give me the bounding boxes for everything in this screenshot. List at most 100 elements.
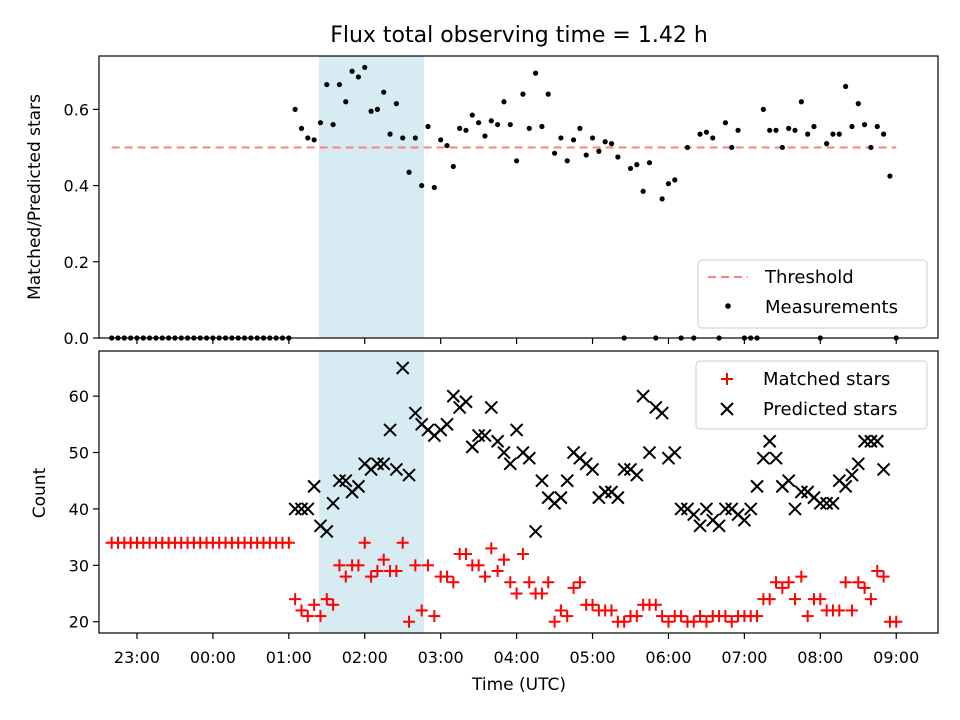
measurement-point [824, 141, 830, 147]
predicted-star-point [560, 474, 574, 488]
matched-star-point [694, 610, 707, 623]
matched-star-point [441, 570, 454, 583]
predicted-star-point [484, 400, 498, 415]
measurement-point [545, 91, 551, 97]
matched-star-point [605, 604, 618, 617]
measurement-point [729, 144, 735, 151]
measurement-point [482, 133, 488, 139]
bottom-y-tick-label: 40 [69, 500, 89, 519]
matched-star-point [858, 581, 871, 594]
measurement-point [292, 106, 298, 112]
matched-star-point [459, 548, 472, 561]
matched-star-point [504, 576, 517, 589]
matched-star-point [725, 615, 738, 628]
matched-star-point [845, 604, 858, 617]
matched-star-point [852, 576, 865, 589]
measurement-point [767, 127, 773, 133]
predicted-star-point [851, 457, 865, 471]
measurement-point [564, 158, 570, 164]
predicted-star-stroke-b [294, 502, 309, 516]
matched-star-point [814, 593, 827, 606]
measurement-point [836, 131, 842, 137]
predicted-star-point [826, 496, 840, 510]
predicted-star-stroke-b [522, 451, 536, 465]
matched-star-point [472, 559, 485, 572]
measurement-point [786, 125, 792, 132]
matched-star-point [630, 610, 643, 623]
measurement-point [324, 81, 330, 88]
predicted-star-stroke-b [377, 457, 391, 471]
matched-star-point [618, 615, 631, 628]
measurement-point [627, 165, 634, 172]
predicted-star-stroke-b [737, 513, 752, 527]
top-y-tick-label: 0.4 [64, 177, 89, 196]
predicted-star-stroke-b [320, 524, 334, 539]
measurement-point [570, 137, 577, 143]
x-tick-label: 02:00 [342, 648, 388, 667]
x-tick-label: 07:00 [721, 648, 767, 667]
predicted-star-point [535, 474, 549, 488]
measurement-point [476, 120, 482, 126]
matched-star-point [510, 587, 523, 600]
matched-star-point [377, 553, 390, 566]
chart-title: Flux total observing time = 1.42 h [330, 23, 708, 48]
matched-star-point [763, 593, 776, 606]
matched-star-point [282, 536, 295, 549]
legend-measurements-swatch [725, 303, 731, 309]
predicted-star-point [339, 474, 353, 488]
predicted-star-stroke-b [636, 389, 650, 403]
matched-star-point [789, 593, 802, 606]
predicted-star-point [320, 524, 334, 539]
legend-matched-swatch [721, 373, 733, 385]
predicted-star-point [838, 479, 853, 494]
bottom-y-tick-label: 50 [69, 444, 89, 463]
matched-star-point [864, 593, 877, 606]
measurement-point [615, 154, 621, 160]
predicted-star-stroke-b [528, 524, 543, 539]
measurement-point [406, 169, 412, 175]
predicted-star-point [370, 457, 385, 471]
predicted-star-point [598, 485, 612, 499]
predicted-star-point [674, 502, 688, 516]
matched-star-point [656, 610, 669, 623]
predicted-star-stroke-b [718, 502, 733, 516]
measurement-point [387, 131, 393, 137]
predicted-star-point [408, 406, 423, 420]
predicted-star-stroke-b [585, 462, 600, 477]
predicted-star-point [459, 395, 473, 409]
predicted-star-stroke-b [326, 496, 340, 510]
matched-star-point [352, 559, 365, 572]
matched-star-point [333, 559, 346, 572]
predicted-star-stroke-b [446, 389, 461, 403]
measurement-point [703, 129, 710, 135]
top-y-axis-label: Matched/Predicted stars [25, 94, 45, 300]
predicted-star-stroke-b [756, 451, 771, 465]
predicted-star-point [655, 406, 669, 420]
predicted-star-point [870, 434, 884, 448]
predicted-star-stroke-b [712, 519, 726, 533]
measurement-point [646, 160, 653, 166]
predicted-star-stroke-b [826, 496, 840, 510]
predicted-star-stroke-b [642, 445, 657, 460]
predicted-star-point [781, 474, 796, 488]
predicted-star-stroke-b [864, 434, 878, 448]
measurement-point [608, 141, 615, 147]
measurement-point [868, 144, 874, 151]
predicted-star-point [718, 502, 733, 516]
matched-star-point [542, 576, 555, 589]
predicted-star-stroke-b [781, 474, 796, 488]
measurement-point [438, 137, 444, 143]
measurement-point [672, 177, 678, 183]
predicted-star-point [497, 445, 511, 460]
predicted-star-point [693, 519, 707, 533]
predicted-star-stroke-b [876, 462, 891, 477]
predicted-star-stroke-b [857, 434, 872, 448]
x-tick-label: 03:00 [418, 648, 464, 667]
predicted-star-point [712, 519, 726, 533]
predicted-star-stroke-b [617, 462, 631, 477]
measurement-point [887, 173, 893, 179]
measurement-point [412, 135, 418, 141]
x-tick-label: 08:00 [797, 648, 843, 667]
matched-star-point [586, 598, 599, 611]
predicted-star-point [332, 474, 347, 488]
